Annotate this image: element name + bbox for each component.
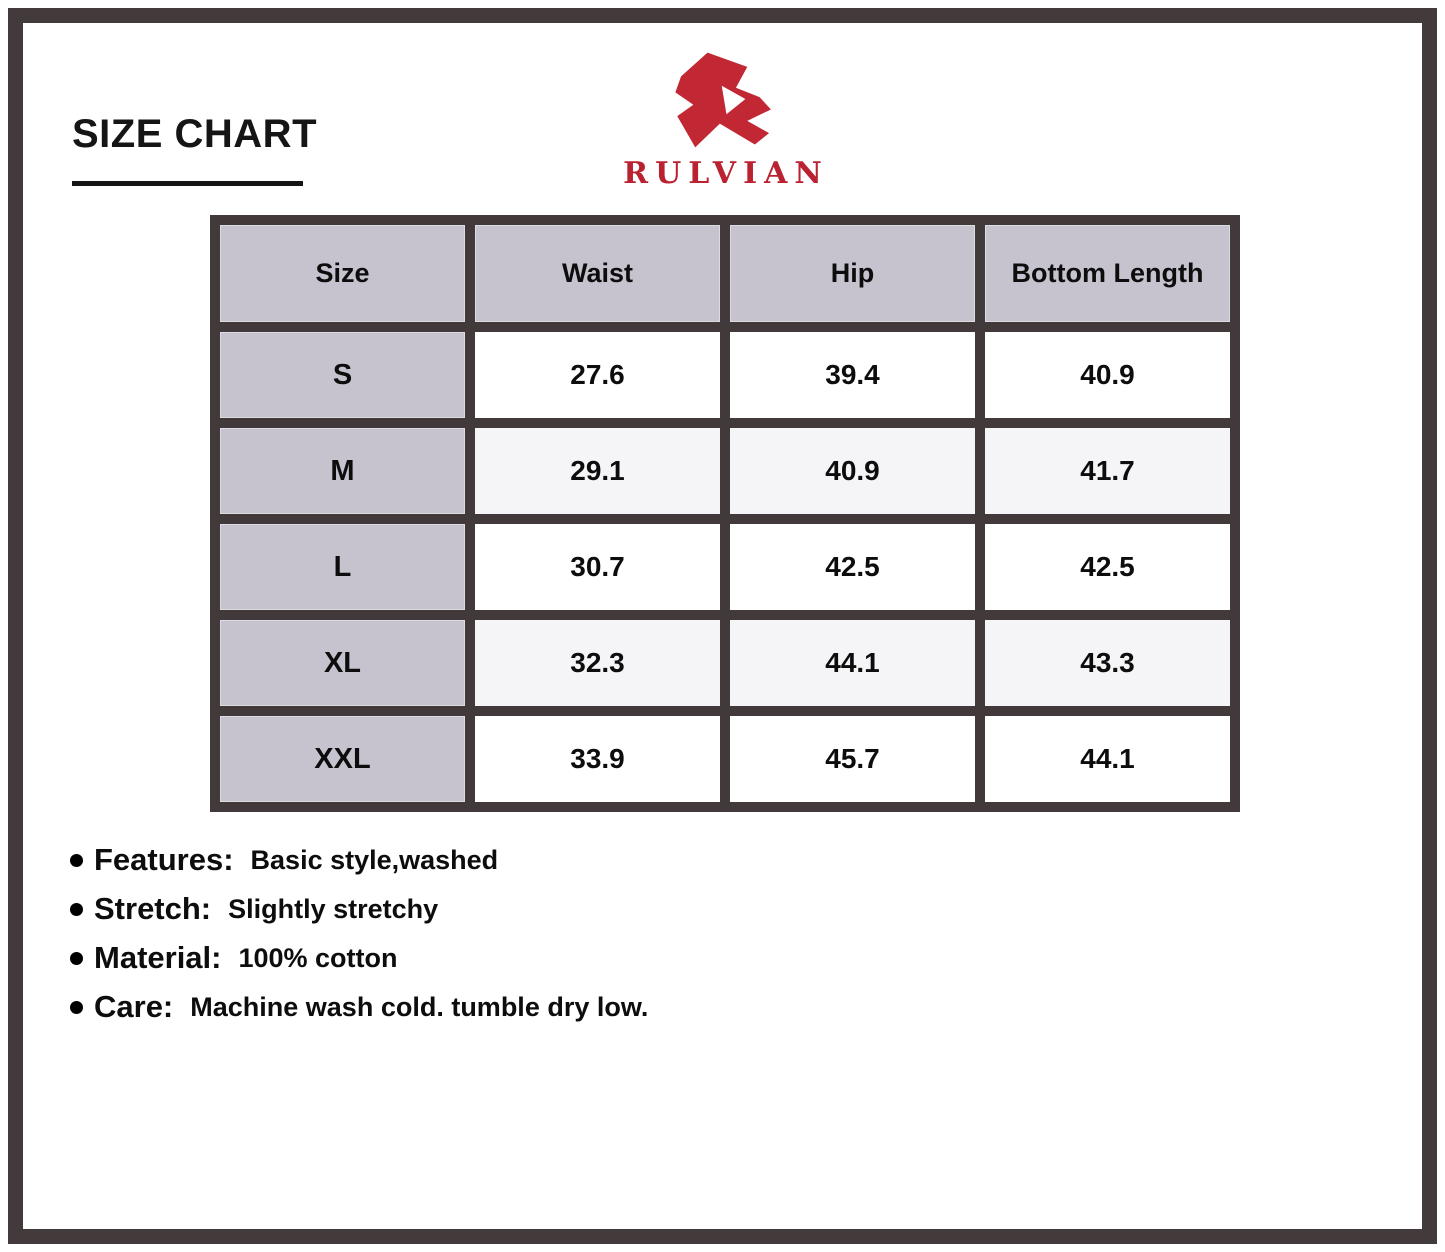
table-row-xl: XL 32.3 44.1 43.3 — [220, 620, 1230, 706]
detail-value: 100% cotton — [238, 942, 398, 973]
bottom-length-value: 43.3 — [985, 620, 1230, 706]
size-label: M — [220, 428, 465, 514]
size-label: XXL — [220, 716, 465, 802]
hip-value: 45.7 — [730, 716, 975, 802]
bottom-length-value: 44.1 — [985, 716, 1230, 802]
rulvian-r-mark-icon — [675, 52, 771, 148]
hip-value: 42.5 — [730, 524, 975, 610]
detail-label: Stretch: — [94, 891, 212, 926]
detail-item-care: Care: Machine wash cold. tumble dry low. — [70, 989, 648, 1025]
table-row-m: M 29.1 40.9 41.7 — [220, 428, 1230, 514]
detail-item-stretch: Stretch: Slightly stretchy — [70, 891, 648, 927]
col-header-hip: Hip — [730, 225, 975, 322]
waist-value: 27.6 — [475, 332, 720, 418]
detail-label: Material: — [94, 940, 222, 975]
product-details-list: Features: Basic style,washed Stretch: Sl… — [70, 842, 648, 1038]
table-row-xxl: XXL 33.9 45.7 44.1 — [220, 716, 1230, 802]
detail-value: Slightly stretchy — [228, 893, 439, 924]
col-header-bottom-length: Bottom Length — [985, 225, 1230, 322]
page-title: SIZE CHART — [72, 112, 317, 156]
detail-label: Features: — [94, 842, 234, 877]
detail-value: Machine wash cold. tumble dry low. — [190, 991, 649, 1022]
size-table-header: Size Waist Hip Bottom Length — [220, 225, 1230, 322]
bottom-length-value: 40.9 — [985, 332, 1230, 418]
detail-item-material: Material: 100% cotton — [70, 940, 648, 976]
size-label: S — [220, 332, 465, 418]
hip-value: 39.4 — [730, 332, 975, 418]
waist-value: 33.9 — [475, 716, 720, 802]
hip-value: 40.9 — [730, 428, 975, 514]
size-label: L — [220, 524, 465, 610]
col-header-waist: Waist — [475, 225, 720, 322]
bullet-icon — [70, 853, 83, 867]
waist-value: 30.7 — [475, 524, 720, 610]
brand-wordmark: RULVIAN — [623, 156, 829, 191]
size-label: XL — [220, 620, 465, 706]
detail-item-features: Features: Basic style,washed — [70, 842, 648, 878]
bullet-icon — [70, 951, 83, 965]
detail-value: Basic style,washed — [250, 844, 499, 875]
header-row: Size Waist Hip Bottom Length — [220, 225, 1230, 322]
bullet-icon — [70, 902, 83, 916]
col-header-size: Size — [220, 225, 465, 322]
brand-logo: RULVIAN — [616, 46, 829, 191]
bottom-length-value: 41.7 — [985, 428, 1230, 514]
waist-value: 29.1 — [475, 428, 720, 514]
title-underline — [72, 181, 303, 186]
hip-value: 44.1 — [730, 620, 975, 706]
table-row-l: L 30.7 42.5 42.5 — [220, 524, 1230, 610]
table-row-s: S 27.6 39.4 40.9 — [220, 332, 1230, 418]
bottom-length-value: 42.5 — [985, 524, 1230, 610]
waist-value: 32.3 — [475, 620, 720, 706]
detail-label: Care: — [94, 989, 174, 1024]
size-table: Size Waist Hip Bottom Length S 27.6 39.4… — [210, 215, 1240, 812]
bullet-icon — [70, 1000, 83, 1014]
